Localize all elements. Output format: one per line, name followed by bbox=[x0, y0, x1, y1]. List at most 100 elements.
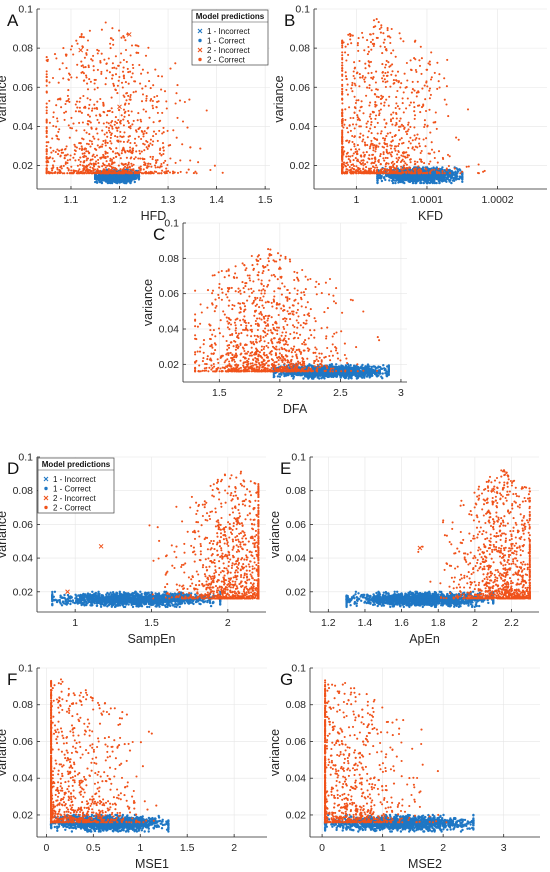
data-point bbox=[129, 141, 132, 145]
data-point bbox=[428, 97, 431, 100]
data-point bbox=[59, 155, 62, 158]
data-point bbox=[102, 153, 105, 156]
data-point bbox=[147, 126, 150, 129]
data-point bbox=[437, 179, 441, 183]
data-point bbox=[126, 120, 129, 123]
data-point bbox=[341, 78, 344, 82]
data-point bbox=[80, 170, 83, 173]
data-point bbox=[369, 127, 372, 130]
data-point bbox=[344, 164, 347, 167]
data-point bbox=[146, 71, 149, 74]
data-point bbox=[390, 113, 393, 116]
data-point bbox=[376, 170, 379, 174]
data-point bbox=[432, 179, 435, 183]
data-point bbox=[56, 117, 59, 120]
data-point bbox=[390, 166, 393, 169]
data-point bbox=[78, 172, 81, 175]
data-point bbox=[374, 101, 377, 104]
data-point bbox=[402, 125, 405, 128]
data-point bbox=[129, 70, 132, 73]
data-point bbox=[80, 60, 83, 63]
data-point bbox=[393, 147, 396, 150]
data-point bbox=[382, 364, 385, 367]
data-point bbox=[124, 162, 127, 165]
data-point bbox=[88, 169, 91, 172]
data-point bbox=[356, 114, 359, 117]
y-tick-label: 0.04 bbox=[13, 121, 34, 133]
data-point bbox=[375, 18, 378, 21]
data-point bbox=[383, 171, 386, 174]
data-point bbox=[405, 170, 408, 174]
data-point bbox=[63, 148, 67, 151]
data-point bbox=[341, 102, 344, 105]
x-tick-label: 1.0002 bbox=[482, 194, 514, 206]
data-point bbox=[453, 177, 456, 180]
data-point bbox=[96, 100, 99, 103]
data-point bbox=[459, 172, 462, 175]
data-point bbox=[89, 145, 92, 148]
data-point bbox=[401, 97, 404, 100]
data-point bbox=[149, 138, 152, 141]
data-point bbox=[404, 162, 407, 165]
data-point bbox=[403, 126, 406, 129]
data-point bbox=[370, 71, 373, 74]
data-point bbox=[394, 55, 397, 58]
data-point bbox=[142, 132, 145, 135]
data-point bbox=[129, 146, 132, 149]
data-point bbox=[119, 119, 122, 122]
data-point bbox=[160, 75, 164, 78]
data-point bbox=[74, 103, 77, 106]
data-point bbox=[122, 118, 125, 121]
data-point bbox=[119, 130, 122, 133]
data-point bbox=[112, 172, 115, 175]
data-point bbox=[111, 62, 114, 65]
data-point bbox=[420, 149, 423, 153]
data-point bbox=[438, 172, 441, 175]
y-tick-label: 0.04 bbox=[290, 121, 311, 133]
data-point bbox=[341, 93, 344, 96]
data-point bbox=[45, 170, 48, 173]
data-point bbox=[364, 67, 367, 70]
data-point bbox=[417, 176, 421, 179]
data-point bbox=[75, 100, 79, 103]
data-point bbox=[355, 170, 358, 173]
data-point bbox=[79, 110, 82, 113]
data-point bbox=[382, 41, 385, 44]
data-point bbox=[425, 81, 428, 84]
data-point bbox=[395, 176, 399, 180]
data-point bbox=[408, 166, 411, 169]
x-axis-label: HFD bbox=[141, 209, 167, 223]
data-point bbox=[145, 139, 148, 143]
data-point bbox=[419, 111, 422, 114]
data-point bbox=[51, 167, 54, 170]
data-point bbox=[394, 149, 397, 152]
data-point bbox=[365, 94, 368, 97]
data-point bbox=[429, 131, 432, 134]
data-point bbox=[97, 175, 100, 178]
data-point bbox=[433, 71, 436, 74]
data-point bbox=[356, 158, 359, 161]
data-point bbox=[107, 129, 111, 132]
data-point bbox=[76, 106, 79, 109]
data-point bbox=[105, 121, 108, 124]
data-point bbox=[406, 97, 409, 100]
data-point bbox=[436, 61, 439, 64]
data-point bbox=[346, 83, 349, 86]
data-point bbox=[102, 122, 105, 125]
data-point bbox=[358, 109, 361, 112]
data-point bbox=[85, 172, 88, 175]
data-point bbox=[356, 144, 359, 147]
data-point bbox=[341, 74, 344, 77]
data-point bbox=[61, 151, 65, 154]
data-point bbox=[392, 79, 395, 82]
data-point bbox=[104, 166, 107, 169]
data-point bbox=[52, 115, 55, 119]
data-point bbox=[96, 48, 99, 51]
data-point bbox=[368, 154, 371, 157]
data-point bbox=[113, 66, 116, 69]
data-point bbox=[376, 121, 379, 124]
data-point bbox=[425, 137, 428, 140]
data-point bbox=[106, 114, 109, 117]
data-point bbox=[368, 158, 371, 161]
data-point bbox=[401, 151, 404, 154]
